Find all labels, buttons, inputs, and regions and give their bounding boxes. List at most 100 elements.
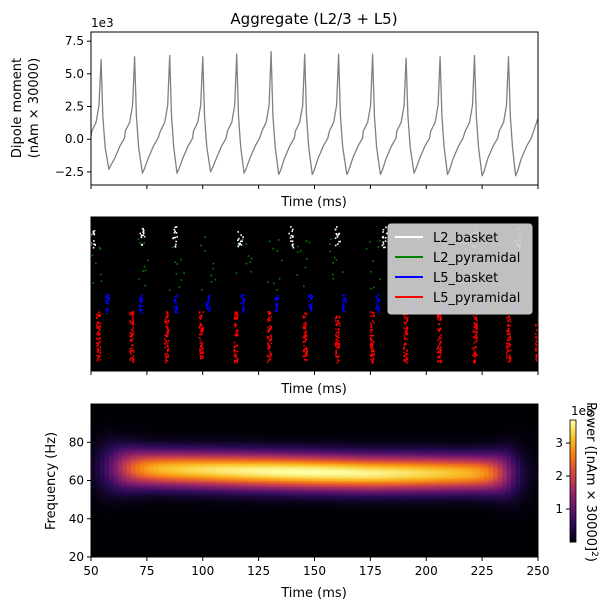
spectrogram-cell bbox=[234, 503, 240, 506]
spectrogram-cell bbox=[229, 539, 235, 543]
spectrogram-cell bbox=[184, 524, 190, 527]
spike-L5_pyramidal bbox=[167, 349, 169, 351]
spectrogram-cell bbox=[149, 530, 155, 533]
spectrogram-cell bbox=[189, 465, 195, 468]
spike-L5_basket bbox=[243, 297, 246, 300]
spectrogram-cell bbox=[198, 446, 204, 449]
spectrogram-cell bbox=[198, 461, 204, 464]
spectrogram-cell bbox=[108, 553, 114, 556]
spike-L2_basket bbox=[336, 243, 339, 245]
spectrogram-cell bbox=[242, 484, 249, 487]
spectrogram-cell bbox=[198, 434, 204, 438]
spectrogram-cell bbox=[193, 555, 199, 557]
spike-L5_pyramidal bbox=[97, 331, 100, 333]
spectrogram-cell bbox=[171, 524, 177, 527]
spike-L5_pyramidal bbox=[269, 353, 272, 355]
spike-L5_pyramidal bbox=[267, 328, 270, 331]
spike-L5_pyramidal bbox=[476, 326, 478, 328]
spectrogram-cell bbox=[234, 407, 240, 411]
spectrogram-cell bbox=[158, 537, 164, 541]
spectrogram-cell bbox=[207, 425, 213, 428]
spectrogram-cell bbox=[117, 413, 123, 417]
spectrogram-cell bbox=[207, 405, 213, 409]
spectrogram-cell bbox=[193, 543, 199, 547]
spectrogram-cell bbox=[166, 493, 173, 497]
spectrogram-cell bbox=[234, 449, 240, 453]
spectrogram-cell bbox=[265, 518, 271, 522]
spectrogram-cell bbox=[202, 417, 208, 420]
spectrogram-cell bbox=[153, 486, 159, 489]
spectrogram-cell bbox=[265, 516, 271, 520]
spectrogram-cell bbox=[180, 539, 186, 543]
spectrogram-cell bbox=[211, 461, 217, 464]
spectrogram-cell bbox=[122, 547, 128, 550]
spectrogram-cell bbox=[135, 440, 141, 443]
spectrogram-cell bbox=[278, 501, 284, 505]
spectrogram-cell bbox=[207, 482, 213, 485]
spectrogram-cell bbox=[211, 516, 217, 520]
spectrogram-cell bbox=[175, 415, 181, 418]
spectrogram-cell bbox=[126, 430, 132, 434]
spectrogram-cell bbox=[126, 421, 132, 424]
spectrogram-cell bbox=[99, 532, 106, 535]
spectrogram-cell bbox=[184, 438, 190, 441]
spectrogram-cell bbox=[225, 444, 231, 447]
spectrogram-cell bbox=[283, 539, 289, 543]
spectrogram-cell bbox=[166, 526, 173, 529]
spike-L5_pyramidal bbox=[406, 349, 408, 351]
spike-L5_basket bbox=[241, 294, 244, 297]
spectrogram-cell bbox=[198, 428, 204, 432]
spike-L5_pyramidal bbox=[129, 320, 131, 322]
spike-L5_pyramidal bbox=[267, 354, 269, 357]
spectrogram-cell bbox=[135, 426, 141, 430]
spike-L5_pyramidal bbox=[403, 338, 406, 341]
spectrogram-cell bbox=[283, 449, 289, 453]
spike-L5_pyramidal bbox=[270, 327, 272, 329]
spectrogram-cell bbox=[247, 470, 253, 474]
spectrogram-cell bbox=[247, 545, 253, 549]
spectrogram-cell bbox=[126, 511, 132, 514]
spectrogram-cell bbox=[171, 547, 177, 550]
spectrogram-cell bbox=[216, 444, 222, 447]
spectrogram-cell bbox=[256, 451, 262, 455]
spectrogram-cell bbox=[265, 553, 271, 556]
spike-L2_pyramidal bbox=[143, 265, 146, 268]
spectrogram-cell bbox=[283, 432, 289, 436]
spectrogram-cell bbox=[229, 404, 235, 407]
spectrogram-cell bbox=[256, 522, 262, 526]
spike-L5_basket bbox=[108, 299, 110, 302]
spike-L2_pyramidal bbox=[378, 240, 381, 242]
spectrogram-cell bbox=[131, 555, 137, 557]
spectrogram-cell bbox=[283, 409, 289, 413]
spike-L5_pyramidal bbox=[436, 317, 439, 320]
spectrogram-cell bbox=[180, 476, 186, 480]
spectrogram-cell bbox=[207, 470, 213, 474]
spectrogram-cell bbox=[238, 478, 244, 482]
spectrogram-cell bbox=[108, 518, 114, 522]
spectrogram-cell bbox=[175, 513, 181, 516]
spectrogram-cell bbox=[198, 505, 204, 508]
spectrogram-cell bbox=[229, 501, 235, 505]
spectrogram-cell bbox=[126, 451, 132, 455]
spectrogram-cell bbox=[126, 528, 132, 531]
spike-L5_pyramidal bbox=[404, 342, 406, 345]
spectrogram-cell bbox=[117, 470, 123, 474]
spectrogram-cell bbox=[104, 549, 110, 552]
spike-L5_pyramidal bbox=[509, 338, 512, 341]
spectrogram-cell bbox=[198, 447, 204, 451]
spectrogram-cell bbox=[140, 524, 146, 527]
spectrogram-cell bbox=[104, 511, 110, 514]
spectrogram-cell bbox=[265, 426, 271, 430]
spectrogram-cell bbox=[149, 440, 155, 443]
spectrogram-cell bbox=[278, 436, 284, 440]
spike-L2_basket bbox=[292, 228, 294, 231]
spectrogram-cell bbox=[189, 405, 195, 409]
spectrogram-cell bbox=[260, 421, 266, 424]
spectrogram-cell bbox=[251, 520, 257, 524]
spectrogram-cell bbox=[211, 430, 217, 434]
spike-L5_pyramidal bbox=[236, 334, 238, 337]
spectrogram-cell bbox=[225, 415, 231, 418]
spectrogram-cell bbox=[211, 415, 217, 418]
spectrogram-cell bbox=[193, 522, 199, 526]
spectrogram-cell bbox=[216, 449, 222, 453]
